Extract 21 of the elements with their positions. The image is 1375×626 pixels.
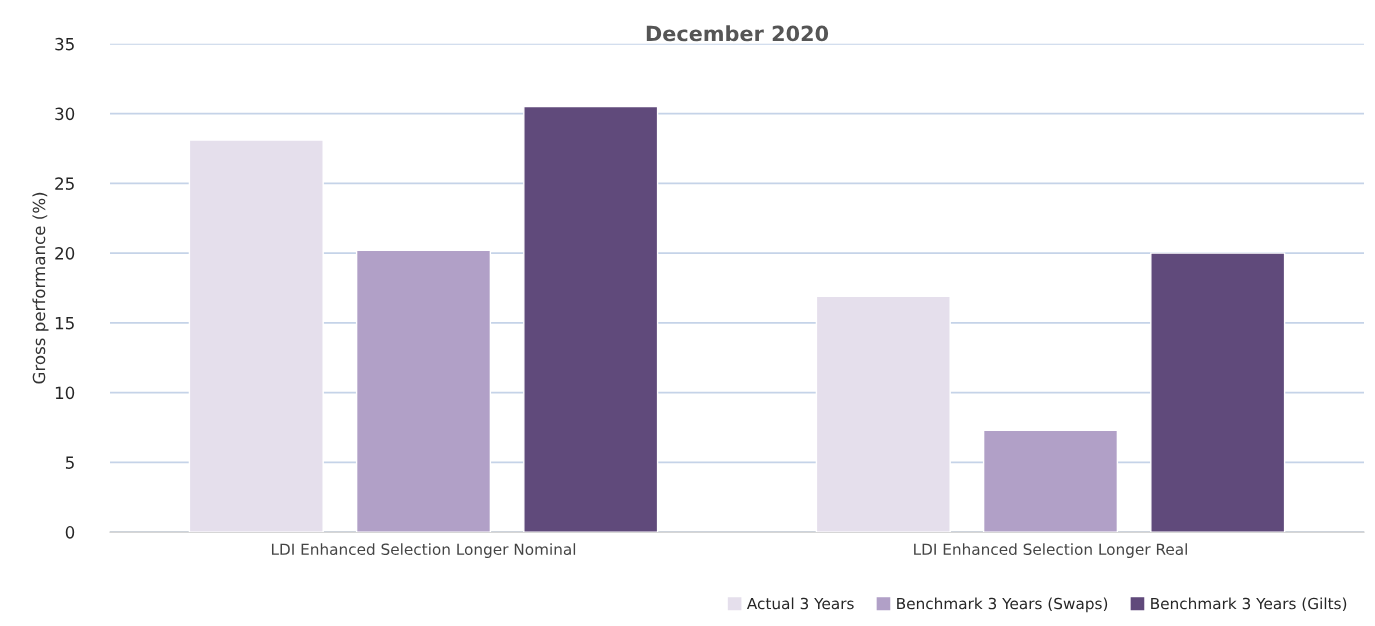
bar bbox=[1150, 252, 1286, 533]
bar bbox=[355, 249, 492, 533]
legend-label: Benchmark 3 Years (Swaps) bbox=[897, 597, 1108, 613]
bar bbox=[982, 429, 1119, 533]
y-tick-label: 30 bbox=[55, 107, 75, 121]
y-tick-label: 35 bbox=[55, 37, 74, 51]
y-tick-label: 25 bbox=[55, 177, 74, 190]
y-tick-label: 5 bbox=[65, 456, 74, 469]
y-tick-label: 0 bbox=[65, 526, 75, 539]
y-axis-title: Gross performance (%) bbox=[32, 192, 49, 384]
y-tick-label: 10 bbox=[55, 386, 75, 400]
legend-label: Actual 3 Years bbox=[746, 597, 854, 610]
chart-title: December 2020 bbox=[646, 25, 829, 42]
y-tick-label: 20 bbox=[55, 247, 75, 260]
x-tick-label: LDI Enhanced Selection Longer Real bbox=[914, 543, 1187, 558]
bar bbox=[188, 139, 324, 533]
x-tick-label: LDI Enhanced Selection Longer Nominal bbox=[271, 543, 576, 558]
legend-label: Benchmark 3 Years (Gilts) bbox=[1151, 597, 1347, 612]
bar bbox=[523, 105, 659, 533]
bar bbox=[815, 295, 951, 533]
y-tick-label: 15 bbox=[55, 317, 74, 330]
